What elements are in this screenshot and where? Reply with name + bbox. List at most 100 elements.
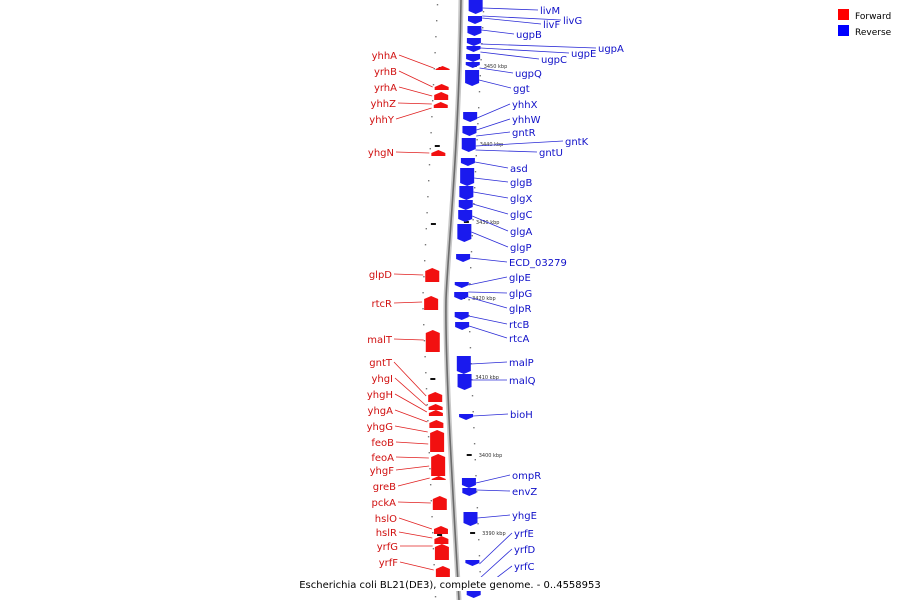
reverse-gene-label: asd (510, 164, 528, 175)
dot (469, 331, 471, 333)
reverse-gene-label: yhhX (512, 100, 538, 111)
tick-mark (430, 223, 436, 225)
reverse-gene-block (460, 158, 475, 166)
reverse-gene-label: yrfE (514, 529, 534, 540)
dot (471, 235, 473, 237)
dot (479, 571, 481, 573)
dot (434, 52, 436, 54)
dot (436, 4, 439, 6)
reverse-gene-block (467, 26, 482, 36)
forward-gene-block (435, 66, 450, 70)
dot (473, 203, 475, 205)
reverse-leader-line (474, 161, 509, 169)
tick-label: 3410 kbp (475, 375, 499, 381)
reverse-gene-block (468, 16, 482, 24)
reverse-gene-label: yrfD (514, 545, 536, 556)
forward-leader-line (393, 273, 424, 276)
forward-leader-line (395, 456, 429, 459)
tick-label: 3420 kbp (472, 296, 496, 302)
dot (432, 548, 435, 550)
reverse-gene-block (454, 292, 469, 300)
dot (478, 107, 480, 109)
forward-leader-line (395, 441, 429, 445)
dot (478, 555, 481, 557)
reverse-gene-block (468, 0, 483, 14)
dot (436, 20, 438, 22)
forward-gene-block (431, 476, 446, 480)
reverse-gene-block (466, 54, 481, 62)
dot (429, 484, 432, 486)
reverse-gene-block (454, 312, 469, 320)
position-dots (422, 4, 485, 598)
dot (482, 27, 484, 29)
dot (482, 11, 485, 13)
dot (426, 404, 428, 406)
genome-caption: Escherichia coli BL21(DE3), complete gen… (299, 580, 601, 591)
reverse-gene-label: livG (563, 16, 582, 27)
reverse-leader-line (475, 140, 564, 147)
reverse-leader-line (471, 231, 509, 248)
forward-leader-line (398, 517, 433, 530)
reverse-leader-line (476, 131, 511, 137)
reverse-leader-line (475, 149, 538, 153)
dot (422, 308, 424, 310)
forward-gene-blocks (424, 66, 450, 582)
reverse-gene-label: ugpB (516, 30, 542, 41)
reverse-gene-label: rtcA (509, 334, 530, 345)
dot (469, 283, 471, 285)
forward-leader-line (394, 409, 428, 423)
reverse-gene-block (460, 168, 475, 186)
dot (433, 68, 435, 70)
forward-leader-line (394, 393, 428, 413)
forward-gene-block (430, 430, 445, 452)
dot (473, 443, 476, 445)
dot (423, 340, 426, 342)
reverse-gene-block (458, 200, 473, 210)
reverse-gene-label: ompR (512, 471, 541, 482)
reverse-leader-line (473, 191, 509, 199)
forward-gene-block (425, 330, 440, 352)
reverse-leader-line (479, 67, 514, 74)
forward-leader-line (398, 86, 433, 97)
reverse-gene-label: ugpA (598, 44, 624, 55)
reverse-gene-block (456, 254, 471, 262)
tick-mark (437, 534, 443, 536)
reverse-gene-label: glgB (510, 178, 532, 189)
reverse-gene-block (466, 46, 481, 52)
forward-gene-block (433, 526, 448, 534)
dot (474, 171, 477, 173)
dot (470, 267, 472, 269)
reverse-leader-line (476, 103, 511, 119)
forward-leader-line (398, 70, 433, 88)
forward-gene-block (434, 544, 449, 560)
dot (428, 164, 431, 166)
reverse-leader-line (468, 315, 508, 325)
legend-forward-label: Forward (855, 12, 891, 22)
dot (476, 507, 479, 509)
dot (432, 532, 434, 534)
dot (432, 100, 434, 102)
reverse-gene-label: gntK (565, 137, 589, 148)
reverse-leader-line (472, 203, 509, 215)
dot (478, 91, 481, 93)
dot (430, 500, 433, 502)
forward-gene-label: yrhA (374, 83, 397, 94)
reverse-gene-label: gntR (512, 128, 536, 139)
dot (473, 427, 475, 429)
forward-gene-block (429, 420, 444, 428)
reverse-leader-line (476, 489, 511, 492)
dot (468, 299, 470, 301)
forward-gene-label: yhgA (368, 406, 394, 417)
reverse-leader-line (482, 15, 562, 21)
forward-gene-block (433, 102, 448, 108)
dot (427, 196, 429, 198)
reverse-leader-line (474, 177, 509, 183)
dot (474, 187, 476, 189)
forward-gene-label: rtcR (372, 299, 393, 310)
dot (471, 395, 474, 397)
forward-leader-line (397, 477, 430, 487)
tick-mark (466, 454, 472, 456)
dot (422, 292, 424, 294)
reverse-gene-block (465, 70, 480, 86)
